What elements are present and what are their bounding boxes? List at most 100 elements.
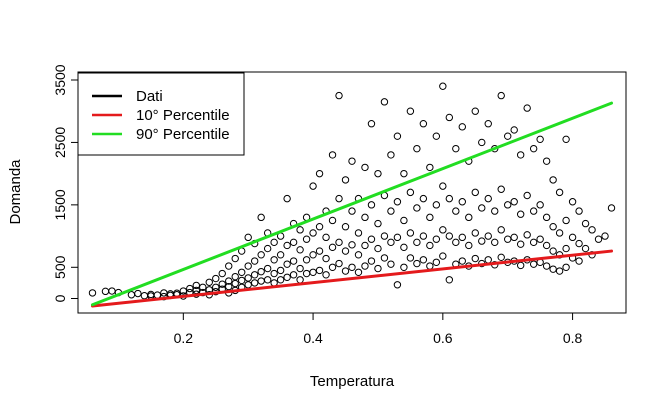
series-line xyxy=(90,101,614,307)
data-point xyxy=(387,238,395,247)
x-tick-label: 0.4 xyxy=(303,330,323,346)
data-point xyxy=(302,235,311,243)
data-point xyxy=(296,246,304,254)
data-point xyxy=(406,107,415,115)
data-point xyxy=(601,232,609,240)
data-point xyxy=(354,268,363,276)
data-point xyxy=(348,207,356,215)
data-point xyxy=(575,257,583,265)
y-tick-label: 1500 xyxy=(52,189,68,220)
data-point xyxy=(192,281,200,290)
data-point xyxy=(88,289,97,297)
data-point xyxy=(484,120,492,128)
data-point xyxy=(244,281,252,289)
data-point xyxy=(302,256,311,264)
data-point xyxy=(315,169,324,178)
data-point xyxy=(289,271,298,279)
data-point xyxy=(445,113,454,122)
data-point xyxy=(504,235,512,243)
data-point xyxy=(322,271,330,279)
data-point xyxy=(510,233,518,242)
data-point xyxy=(244,262,252,270)
data-point xyxy=(516,261,525,270)
data-point xyxy=(542,262,551,270)
data-point xyxy=(432,235,441,243)
data-point xyxy=(432,258,441,266)
x-axis: 0.2 0.4 0.6 0.8 xyxy=(174,312,583,346)
data-point xyxy=(406,188,415,197)
data-point xyxy=(322,254,330,263)
data-point xyxy=(263,264,272,273)
data-point xyxy=(484,194,492,203)
data-point xyxy=(361,213,369,222)
percentile-lines xyxy=(90,101,614,308)
data-point xyxy=(250,279,259,287)
data-point xyxy=(244,233,252,242)
data-point xyxy=(205,278,213,286)
data-point xyxy=(555,229,564,237)
data-point xyxy=(289,257,298,265)
data-point xyxy=(309,182,317,190)
data-point xyxy=(568,198,577,206)
data-point xyxy=(348,263,356,271)
data-point xyxy=(523,191,531,200)
data-point xyxy=(536,135,544,144)
data-point xyxy=(529,238,538,247)
data-point xyxy=(491,207,499,215)
data-point xyxy=(309,251,317,259)
y-tick-label: 3500 xyxy=(52,64,68,95)
data-point xyxy=(276,276,285,284)
data-point xyxy=(374,264,382,273)
data-point xyxy=(328,243,337,252)
data-point xyxy=(458,233,466,242)
data-point xyxy=(536,201,544,209)
series-line xyxy=(90,249,614,308)
data-point xyxy=(335,238,343,247)
data-point xyxy=(387,260,395,268)
x-tick-label: 0.6 xyxy=(433,330,453,346)
data-point xyxy=(335,194,343,203)
data-point xyxy=(542,157,551,165)
data-point xyxy=(354,251,363,259)
data-point xyxy=(497,185,505,193)
data-point xyxy=(478,237,486,245)
data-point xyxy=(341,223,350,231)
data-point xyxy=(516,151,525,159)
data-point xyxy=(478,204,486,212)
data-point xyxy=(581,219,590,228)
data-point xyxy=(445,232,454,240)
data-point xyxy=(471,188,479,197)
data-point xyxy=(594,235,603,243)
data-point xyxy=(445,276,454,284)
data-point xyxy=(452,207,460,215)
data-point xyxy=(276,251,285,259)
data-point xyxy=(478,138,486,147)
data-point xyxy=(581,244,590,253)
data-point xyxy=(400,263,408,271)
legend-label: Dati xyxy=(136,88,163,105)
data-point xyxy=(361,241,369,250)
data-point xyxy=(225,262,233,270)
data-point xyxy=(263,276,272,284)
data-point xyxy=(283,241,291,250)
data-point xyxy=(400,169,408,178)
legend-label: 10° Percentile xyxy=(136,107,230,124)
data-point xyxy=(497,226,505,234)
x-axis-title: Temperatura xyxy=(310,373,395,390)
data-point xyxy=(413,144,421,153)
data-point xyxy=(452,144,460,153)
data-point xyxy=(315,247,324,255)
data-point xyxy=(322,233,330,242)
data-point xyxy=(497,253,505,262)
data-point xyxy=(516,240,525,248)
data-point xyxy=(341,176,350,184)
data-point xyxy=(393,233,402,242)
data-point xyxy=(542,241,551,250)
data-point xyxy=(134,289,142,298)
data-point xyxy=(186,284,194,293)
data-point xyxy=(471,229,479,237)
data-point xyxy=(529,260,538,268)
data-point xyxy=(406,229,415,237)
data-point xyxy=(341,247,350,255)
